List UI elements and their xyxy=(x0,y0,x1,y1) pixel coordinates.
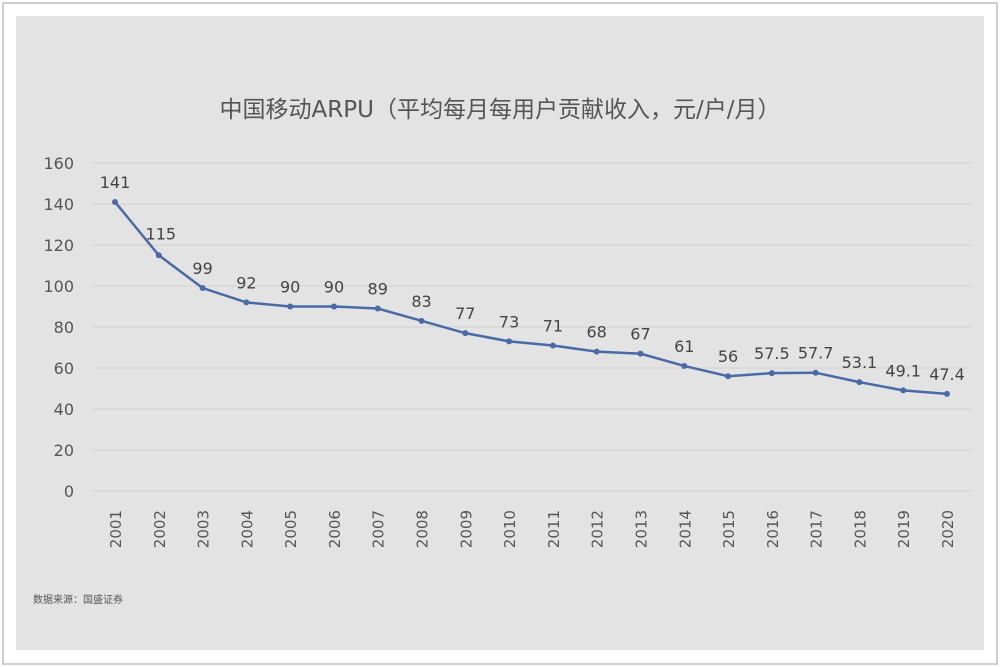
y-tick-label: 120 xyxy=(43,236,74,255)
data-point xyxy=(900,387,907,394)
data-point xyxy=(112,198,118,205)
x-tick-label: 2003 xyxy=(195,510,213,548)
data-point xyxy=(199,285,206,292)
y-tick-label: 60 xyxy=(54,359,74,378)
x-tick-label: 2005 xyxy=(282,510,300,548)
data-point xyxy=(681,362,688,369)
x-tick-label: 2001 xyxy=(107,510,125,548)
data-label: 49.1 xyxy=(885,361,921,380)
data-label: 83 xyxy=(411,292,431,311)
data-point xyxy=(374,305,381,312)
y-tick-label: 80 xyxy=(54,318,74,337)
data-point xyxy=(856,379,863,386)
x-tick-label: 2016 xyxy=(764,510,782,548)
data-label: 89 xyxy=(368,280,388,299)
y-tick-label: 100 xyxy=(43,277,74,296)
data-point xyxy=(549,342,556,349)
data-point xyxy=(243,299,250,306)
x-tick-label: 2004 xyxy=(238,510,256,548)
x-tick-label: 2010 xyxy=(501,510,519,548)
data-label: 141 xyxy=(100,173,131,192)
data-point xyxy=(637,350,644,357)
data-label: 92 xyxy=(236,273,256,292)
x-tick-label: 2009 xyxy=(457,510,475,548)
y-tick-label: 160 xyxy=(43,154,74,173)
data-point xyxy=(812,369,819,376)
data-point xyxy=(155,252,162,259)
data-label: 56 xyxy=(718,347,738,366)
y-tick-label: 0 xyxy=(64,482,74,501)
x-tick-label: 2013 xyxy=(632,510,650,548)
x-tick-label: 2002 xyxy=(151,510,169,548)
data-point xyxy=(462,330,469,337)
data-point xyxy=(287,303,294,310)
y-tick-label: 140 xyxy=(43,195,74,214)
data-point xyxy=(725,373,732,380)
x-tick-label: 2006 xyxy=(326,510,344,548)
data-point xyxy=(768,370,775,377)
data-label: 67 xyxy=(630,325,650,344)
data-label: 115 xyxy=(146,224,177,243)
x-tick-label: 2008 xyxy=(414,510,432,548)
data-label: 53.1 xyxy=(842,353,878,372)
chart-panel xyxy=(16,16,984,650)
x-tick-label: 2019 xyxy=(895,510,913,548)
chart-title: 中国移动ARPU（平均每月每用户贡献收入，元/户/月） xyxy=(219,97,781,123)
x-tick-label: 2020 xyxy=(939,510,957,548)
data-label: 61 xyxy=(674,337,694,356)
x-tick-label: 2017 xyxy=(808,510,826,548)
data-label: 90 xyxy=(324,278,344,297)
x-tick-label: 2015 xyxy=(720,510,738,548)
data-label: 68 xyxy=(587,323,607,342)
data-label: 99 xyxy=(192,259,212,278)
data-label: 57.5 xyxy=(754,344,790,363)
data-label: 47.4 xyxy=(929,365,965,384)
data-label: 57.7 xyxy=(798,344,834,363)
data-point xyxy=(418,317,425,324)
data-point xyxy=(330,303,337,310)
x-tick-label: 2007 xyxy=(370,510,388,548)
data-point xyxy=(506,338,513,345)
data-label: 77 xyxy=(455,304,475,323)
y-tick-label: 40 xyxy=(54,400,74,419)
data-label: 90 xyxy=(280,278,300,297)
data-point xyxy=(944,390,950,397)
x-tick-label: 2012 xyxy=(589,510,607,548)
x-tick-label: 2014 xyxy=(676,510,694,548)
data-label: 71 xyxy=(543,316,563,335)
x-tick-label: 2018 xyxy=(851,510,869,548)
data-point xyxy=(593,348,600,355)
y-tick-label: 20 xyxy=(54,441,74,460)
x-tick-label: 2011 xyxy=(545,510,563,548)
data-label: 73 xyxy=(499,312,519,331)
source-note: 数据来源：国盛证券 xyxy=(33,595,123,606)
series-line xyxy=(114,201,948,396)
